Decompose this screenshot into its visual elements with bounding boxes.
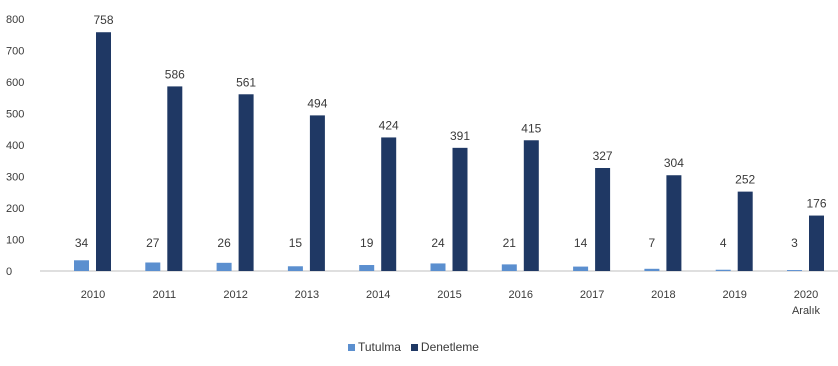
data-label-denetleme: 561 [236, 75, 256, 89]
bar-tutulma [501, 264, 517, 271]
bar-tutulma [287, 266, 303, 271]
y-tick-label: 400 [6, 140, 24, 152]
legend-swatch-tutulma [348, 343, 355, 351]
bar-tutulma [573, 266, 589, 271]
data-label-tutulma: 19 [360, 236, 374, 250]
legend-label-denetleme: Denetleme [420, 340, 479, 354]
data-label-denetleme: 494 [307, 96, 327, 110]
bar-tutulma [644, 268, 660, 271]
data-label-tutulma: 24 [431, 236, 445, 250]
data-label-denetleme: 758 [93, 13, 113, 27]
legend-item-denetleme: Denetleme [410, 340, 479, 354]
bar-tutulma [715, 269, 731, 271]
x-tick-label: 2013 [295, 289, 319, 301]
x-tick-label: 2016 [509, 289, 533, 301]
y-tick-label: 600 [6, 77, 24, 89]
data-label-denetleme: 327 [593, 149, 613, 163]
bar-denetleme [809, 215, 824, 271]
legend-item-tutulma: Tutulma [348, 340, 401, 354]
y-tick-label: 500 [6, 109, 24, 121]
data-label-tutulma: 27 [146, 236, 160, 250]
data-labels-layer: 34 27 26 15 19 24 21 14 7 4 3 758 586 561 494 424 391 415… [75, 13, 827, 250]
bar-denetleme [452, 147, 468, 271]
x-axis: 2010 2011 2012 2013 2014 2015 2016 2017 2018 2019… [81, 289, 821, 317]
bar-tutulma [787, 270, 802, 271]
bar-denetleme [96, 32, 111, 272]
x-tick-label: 2015 [437, 289, 461, 301]
data-label-denetleme: 586 [165, 67, 185, 81]
data-label-tutulma: 15 [289, 236, 303, 250]
bar-denetleme [523, 140, 539, 271]
bar-denetleme [595, 167, 611, 271]
data-label-tutulma: 7 [649, 236, 656, 250]
y-tick-label: 800 [6, 14, 24, 26]
bar-tutulma [216, 262, 232, 271]
data-label-tutulma: 14 [574, 236, 588, 250]
x-tick-label: 2020 [794, 289, 818, 301]
bar-tutulma [359, 265, 375, 271]
bar-denetleme [737, 191, 753, 271]
legend-swatch-denetleme [410, 343, 418, 351]
x-tick-label: 2014 [366, 289, 390, 301]
bar-denetleme [238, 94, 254, 271]
bar-tutulma [430, 263, 446, 271]
x-tick-label: Aralık [792, 305, 821, 317]
x-tick-label: 2012 [223, 289, 247, 301]
y-axis: 0 100 200 300 400 500 600 700 800 [6, 14, 24, 278]
bar-tutulma [145, 262, 161, 271]
bar-denetleme [381, 137, 397, 271]
y-tick-label: 300 [6, 172, 24, 184]
y-tick-label: 700 [6, 46, 24, 58]
data-label-denetleme: 391 [450, 129, 470, 143]
data-label-tutulma: 3 [791, 236, 798, 250]
data-label-denetleme: 415 [521, 121, 541, 135]
bar-tutulma [74, 260, 89, 271]
bar-denetleme [167, 86, 183, 271]
data-label-tutulma: 34 [75, 236, 89, 250]
data-label-denetleme: 252 [735, 173, 755, 187]
bar-denetleme [666, 175, 682, 271]
bar-denetleme [309, 115, 325, 271]
x-tick-label: 2018 [651, 289, 675, 301]
data-label-denetleme: 176 [806, 197, 826, 211]
legend-label-tutulma: Tutulma [358, 340, 401, 354]
y-tick-label: 200 [6, 203, 24, 215]
y-tick-label: 100 [6, 235, 24, 247]
x-tick-label: 2010 [81, 289, 105, 301]
legend: Tutulma Denetleme [348, 340, 479, 354]
data-label-tutulma: 21 [503, 236, 517, 250]
data-label-denetleme: 304 [664, 156, 684, 170]
x-tick-label: 2011 [152, 289, 176, 301]
data-label-tutulma: 26 [217, 236, 231, 250]
data-label-tutulma: 4 [720, 236, 727, 250]
bars-layer [74, 32, 824, 272]
x-tick-label: 2017 [580, 289, 604, 301]
y-tick-label: 0 [6, 266, 12, 278]
data-label-denetleme: 424 [379, 118, 399, 132]
x-tick-label: 2019 [722, 289, 746, 301]
